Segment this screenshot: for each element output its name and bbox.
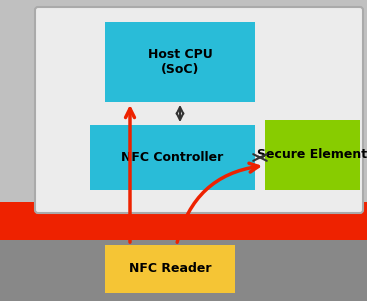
FancyArrowPatch shape <box>177 163 258 242</box>
FancyBboxPatch shape <box>35 7 363 213</box>
Text: NFC Reader: NFC Reader <box>129 262 211 275</box>
Text: NFC Controller: NFC Controller <box>121 151 224 164</box>
Bar <box>105 22 255 102</box>
Bar <box>90 125 255 190</box>
Bar <box>0 236 367 301</box>
Text: Host CPU
(SoC): Host CPU (SoC) <box>148 48 212 76</box>
Bar <box>105 245 235 293</box>
Bar <box>265 120 360 190</box>
Text: Secure Element: Secure Element <box>257 148 367 162</box>
Bar <box>0 202 367 240</box>
